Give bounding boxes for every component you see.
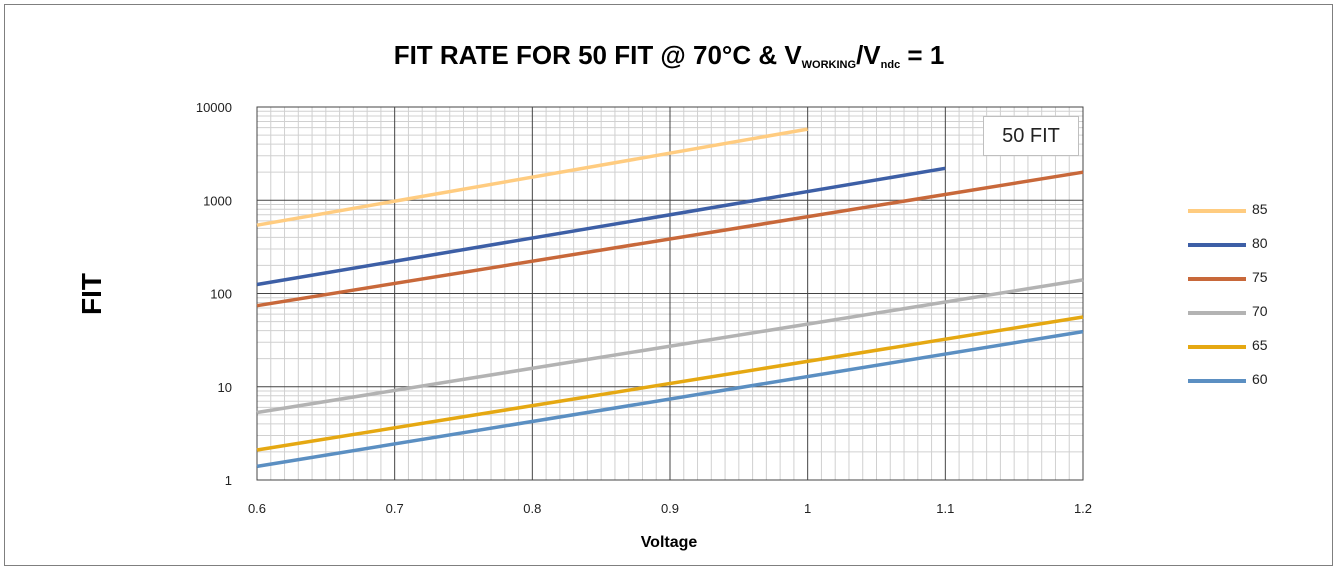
legend-swatch — [1188, 345, 1246, 349]
y-tick-label: 100 — [210, 287, 232, 302]
legend-label: 60 — [1252, 371, 1268, 387]
chart-frame — [4, 4, 1333, 566]
series-line-60 — [256, 329, 1084, 469]
series-line-80 — [256, 166, 946, 287]
x-tick-label: 0.7 — [386, 501, 404, 516]
title-subscript-working: WORKING — [801, 59, 857, 71]
legend-item-60: 60 — [1188, 367, 1308, 401]
legend-item-70: 70 — [1188, 299, 1308, 333]
x-tick-label: 1 — [804, 501, 811, 516]
series-line-70 — [256, 278, 1084, 415]
y-tick-label: 10 — [218, 380, 232, 395]
title-end: = 1 — [900, 40, 945, 70]
x-tick-labels: 0.6 0.7 0.8 0.9 1 1.1 1.2 — [248, 501, 1092, 516]
y-tick-label: 1000 — [203, 193, 232, 208]
title-main: FIT RATE FOR 50 FIT @ 70°C & V — [393, 40, 802, 70]
legend-swatch — [1188, 243, 1246, 247]
series-line-65 — [256, 315, 1084, 452]
legend-label: 85 — [1252, 201, 1268, 217]
series-line-75 — [256, 170, 1084, 308]
x-tick-label: 1.2 — [1074, 501, 1092, 516]
x-tick-label: 0.9 — [661, 501, 679, 516]
series-line-85 — [256, 127, 809, 227]
y-tick-label: 1 — [225, 473, 232, 488]
legend-swatch — [1188, 379, 1246, 383]
legend-item-75: 75 — [1188, 265, 1308, 299]
x-tick-label: 1.1 — [936, 501, 954, 516]
legend-label: 75 — [1252, 269, 1268, 285]
title-mid: /V — [856, 40, 881, 70]
y-tick-label: 10000 — [196, 100, 232, 115]
legend-item-65: 65 — [1188, 333, 1308, 367]
legend-swatch — [1188, 209, 1246, 213]
plot-border — [256, 106, 1084, 481]
x-tick-label: 0.8 — [523, 501, 541, 516]
annotation-box: 50 FIT — [983, 116, 1079, 156]
legend-item-80: 80 — [1188, 231, 1308, 265]
title-subscript-ndc: ndc — [880, 59, 901, 71]
legend-swatch — [1188, 277, 1246, 281]
legend: 85 80 75 70 65 60 — [1188, 197, 1308, 401]
legend-item-85: 85 — [1188, 197, 1308, 231]
legend-label: 65 — [1252, 337, 1268, 353]
x-axis-label: Voltage — [640, 534, 698, 551]
y-tick-labels: 1 10 100 1000 10000 — [196, 100, 232, 488]
legend-label: 80 — [1252, 235, 1268, 251]
series-lines — [256, 127, 1084, 469]
x-tick-label: 0.6 — [248, 501, 266, 516]
legend-swatch — [1188, 311, 1246, 315]
legend-label: 70 — [1252, 303, 1268, 319]
chart-title: FIT RATE FOR 50 FIT @ 70°C & VWORKING/Vn… — [0, 40, 1338, 71]
x-axis-label-wrap: Voltage — [0, 534, 1338, 552]
